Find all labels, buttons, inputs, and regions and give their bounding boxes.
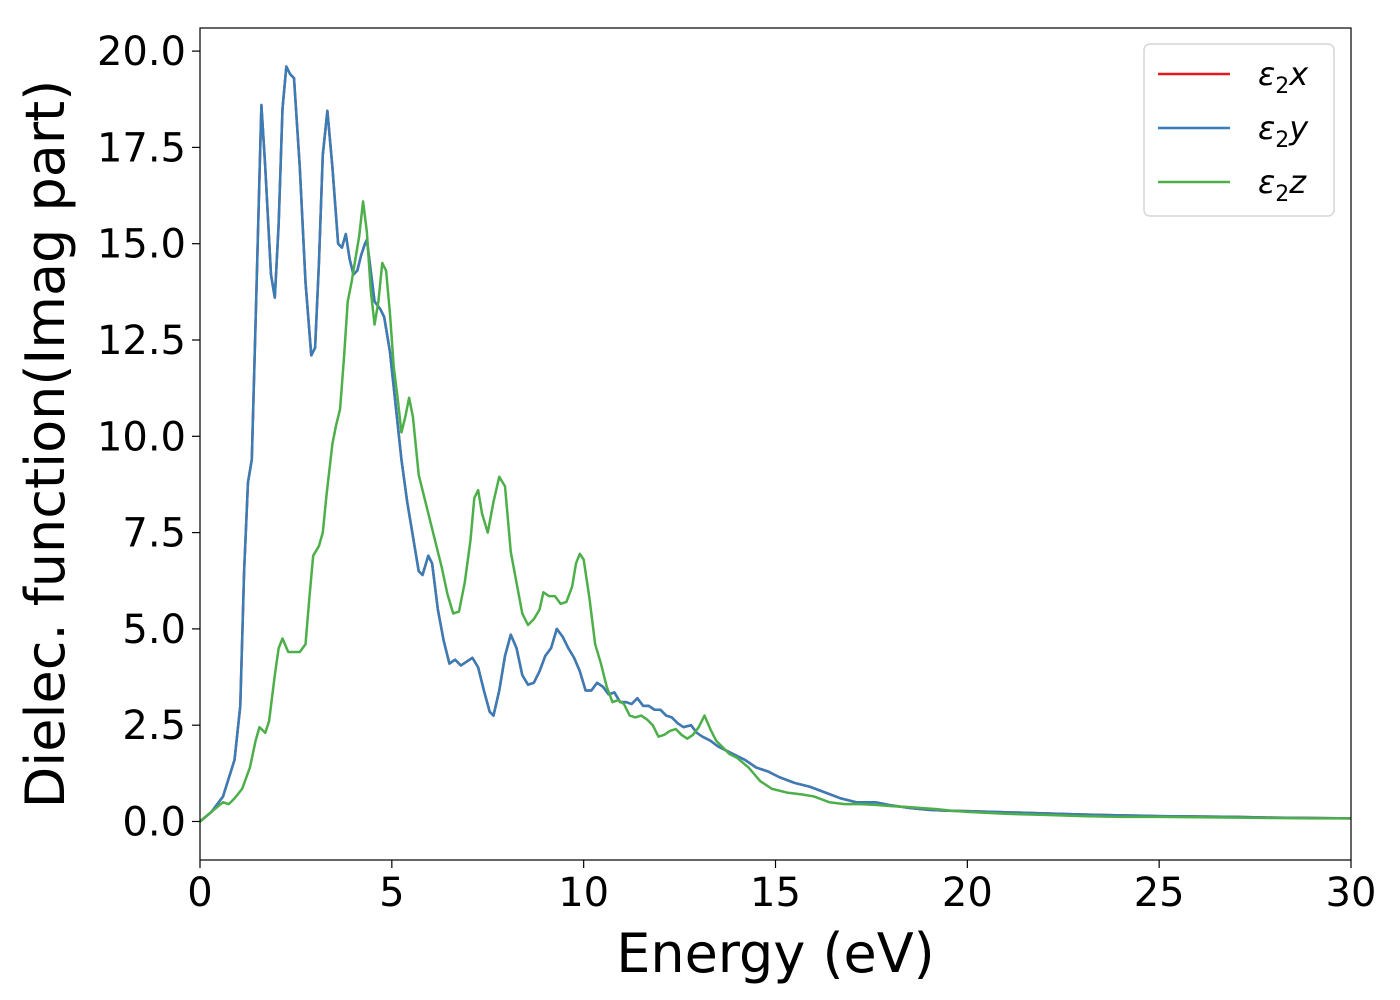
legend-label-1: ε2y	[1258, 109, 1309, 153]
y-tick-label: 2.5	[122, 703, 186, 749]
legend-label-0: ε2x	[1258, 55, 1309, 99]
y-tick-label: 0.0	[122, 799, 186, 845]
y-tick-label: 15.0	[97, 222, 186, 268]
x-tick-label: 30	[1326, 870, 1377, 916]
legend-label-2: ε2z	[1258, 163, 1307, 207]
y-tick-label: 20.0	[97, 29, 186, 75]
y-axis: 0.0 2.5 5.0 7.5 10.0 12.5 15.0 17.5 20.0	[97, 29, 200, 845]
y-tick-label: 5.0	[122, 607, 186, 653]
y-tick-label: 17.5	[97, 125, 186, 171]
x-axis-title: Energy (eV)	[616, 922, 935, 985]
y-tick-label: 10.0	[97, 414, 186, 460]
series-line-1	[200, 65, 1351, 823]
series-layer	[200, 65, 1351, 823]
x-axis: 0 5 10 15 20 25 30	[187, 860, 1376, 916]
x-tick-label: 0	[187, 870, 212, 916]
series-line-2	[200, 200, 1351, 823]
x-tick-label: 10	[558, 870, 609, 916]
legend-box	[1143, 43, 1335, 217]
legend: ε2x ε2y ε2z	[1143, 43, 1335, 217]
x-tick-label: 15	[750, 870, 801, 916]
x-tick-label: 20	[942, 870, 993, 916]
y-tick-label: 12.5	[97, 318, 186, 364]
y-tick-label: 7.5	[122, 511, 186, 557]
x-tick-label: 5	[379, 870, 404, 916]
y-axis-title: Dielec. function(Imag part)	[14, 80, 77, 809]
x-tick-label: 25	[1134, 870, 1185, 916]
